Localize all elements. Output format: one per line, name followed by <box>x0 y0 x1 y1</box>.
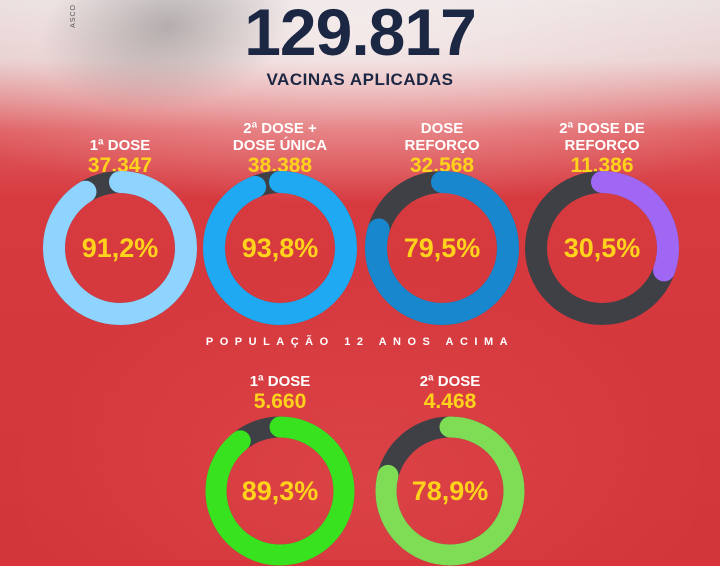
donut-chart <box>375 416 525 566</box>
dose-tile-1: 1ª DOSE 37.347 <box>40 116 200 177</box>
dose-percent: 89,3% <box>241 475 319 506</box>
donut-progress <box>43 171 197 325</box>
dose-count: 11.386 <box>570 154 634 177</box>
dose-count: 37.347 <box>87 154 153 177</box>
youth-dose-tile-2: 2ª DOSE 4.468 <box>370 352 530 413</box>
donut-chart <box>43 171 197 325</box>
dose-label: 2ª DOSE + DOSE ÚNICA <box>232 120 328 154</box>
total-vaccines: 129.817 <box>244 0 477 69</box>
dose-count: 38.388 <box>247 154 313 177</box>
donut-progress <box>205 416 355 566</box>
dose-label: 2ª DOSE DE REFORÇO <box>559 120 645 154</box>
dose-ring-3: 79,5% <box>365 171 519 325</box>
dose-label: 1ª DOSE <box>89 137 151 154</box>
dose-percent: 93,8% <box>241 232 319 263</box>
section-title: POPULAÇÃO 12 ANOS ACIMA <box>205 336 515 348</box>
dose-tile-4: 2ª DOSE DE REFORÇO 11.386 <box>522 98 682 177</box>
dose-count: 32.568 <box>409 154 475 177</box>
dose-percent: 91,2% <box>81 232 159 263</box>
dose-ring-4: 30,5% <box>525 171 679 325</box>
youth-dose-ring-1: 89,3% <box>205 416 355 566</box>
dose-tile-2: 2ª DOSE + DOSE ÚNICA 38.388 <box>200 98 360 177</box>
dose-label: 1ª DOSE <box>249 373 311 390</box>
donut-chart <box>525 171 679 325</box>
dose-percent: 78,9% <box>411 475 489 506</box>
donut-chart <box>365 171 519 325</box>
dose-label: DOSE REFORÇO <box>404 120 480 154</box>
dose-ring-1: 91,2% <box>43 171 197 325</box>
donut-progress <box>525 171 679 325</box>
total-vaccines-label: VACINAS APLICADAS <box>266 70 454 89</box>
donut-chart <box>203 171 357 325</box>
dose-ring-2: 93,8% <box>203 171 357 325</box>
dose-tile-3: DOSE REFORÇO 32.568 <box>362 98 522 177</box>
donut-progress <box>203 171 357 325</box>
dose-percent: 30,5% <box>563 232 641 263</box>
dose-percent: 79,5% <box>403 232 481 263</box>
dose-count: 5.660 <box>253 390 307 413</box>
dose-label: 2ª DOSE <box>419 373 481 390</box>
dose-count: 4.468 <box>423 390 477 413</box>
donut-progress <box>365 171 519 325</box>
youth-dose-ring-2: 78,9% <box>375 416 525 566</box>
donut-chart <box>205 416 355 566</box>
donut-progress <box>375 416 525 566</box>
youth-dose-tile-1: 1ª DOSE 5.660 <box>200 352 360 413</box>
